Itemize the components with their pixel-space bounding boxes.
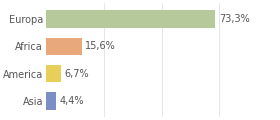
Text: 15,6%: 15,6% <box>85 41 116 51</box>
Bar <box>46 65 61 82</box>
Text: 6,7%: 6,7% <box>65 69 89 79</box>
Bar <box>46 10 215 28</box>
Text: 73,3%: 73,3% <box>219 14 250 24</box>
Bar <box>46 92 56 110</box>
Bar <box>46 38 82 55</box>
Text: 4,4%: 4,4% <box>59 96 84 106</box>
